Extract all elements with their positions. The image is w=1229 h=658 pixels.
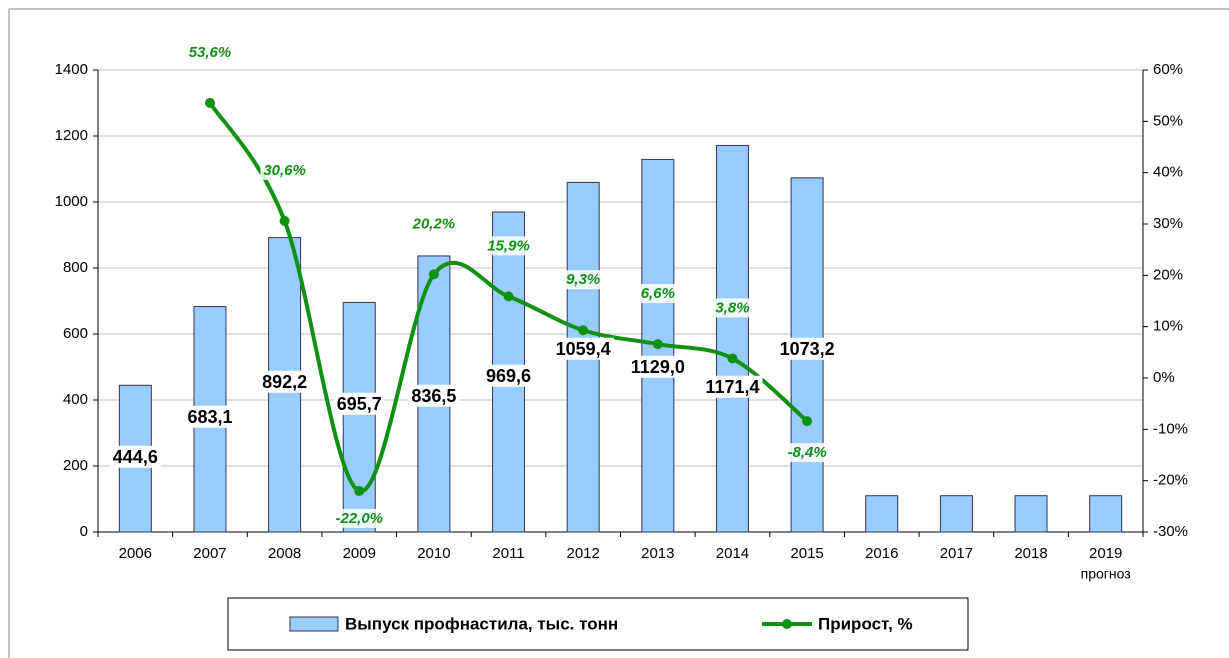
line-value-label: 30,6% xyxy=(263,162,306,179)
forecast-label: прогноз xyxy=(1081,566,1131,582)
bar-value-label-bg xyxy=(776,337,838,360)
bar-value-label: 892,2 xyxy=(262,372,307,392)
y-tick-label: 0 xyxy=(80,523,88,540)
y-tick-label: 400 xyxy=(63,391,88,408)
bar xyxy=(1089,495,1123,533)
bar-value-label: 695,7 xyxy=(337,394,382,414)
bar-value-label-bg xyxy=(552,337,614,360)
line-value-label-bg xyxy=(408,214,459,234)
line-point xyxy=(652,339,663,350)
line-point xyxy=(578,325,589,336)
bar xyxy=(342,301,376,533)
line-point xyxy=(354,485,365,496)
y-tick-label: 200 xyxy=(63,457,88,474)
y-tick-label: 800 xyxy=(63,259,88,276)
x-tick-label: 2013 xyxy=(641,545,674,562)
y-tick-label: 1200 xyxy=(55,127,88,144)
line-value-label: -22,0% xyxy=(335,510,383,527)
line-value-label: 15,9% xyxy=(487,237,530,254)
y2-tick-label: -20% xyxy=(1153,472,1188,489)
x-tick-label: 2015 xyxy=(790,545,823,562)
y-tick-label: 1000 xyxy=(55,193,88,210)
x-tick-label: 2017 xyxy=(940,545,973,562)
legend-box xyxy=(227,597,969,651)
bar-value-label: 969,6 xyxy=(486,366,531,386)
y2-tick-label: 30% xyxy=(1153,215,1183,232)
bar-value-label-bg xyxy=(408,384,460,407)
line-value-label: -8,4% xyxy=(788,444,827,461)
x-tick-label: 2014 xyxy=(716,545,749,562)
legend-point xyxy=(782,619,792,629)
y-tick-label: 600 xyxy=(63,325,88,342)
line-value-label-bg xyxy=(185,42,235,62)
bar-value-label: 836,5 xyxy=(411,386,456,406)
y-tick-label: 1400 xyxy=(55,61,88,78)
y2-tick-label: 20% xyxy=(1153,266,1183,283)
x-tick-label: 2012 xyxy=(566,545,599,562)
x-tick-label: 2010 xyxy=(417,545,450,562)
x-tick-label: 2011 xyxy=(492,545,524,562)
bar-value-label: 1129,0 xyxy=(631,357,685,377)
bar xyxy=(939,495,973,533)
frame xyxy=(8,8,1229,658)
line-value-label-bg xyxy=(260,160,309,180)
x-tick-label: 2008 xyxy=(268,545,301,562)
x-tick-label: 2016 xyxy=(865,545,898,562)
y2-tick-label: 10% xyxy=(1153,318,1183,335)
line-value-label: 9,3% xyxy=(566,271,600,288)
x-tick-label: 2018 xyxy=(1014,545,1047,562)
y2-tick-label: -10% xyxy=(1153,420,1188,437)
line-value-label-bg xyxy=(637,284,678,304)
x-tick-label: 2009 xyxy=(343,545,376,562)
legend-label: Выпуск профнастила, тыс. тонн xyxy=(345,614,618,633)
bar-value-label: 683,1 xyxy=(187,407,232,427)
bar-value-label-bg xyxy=(109,445,161,468)
x-tick-label: 2006 xyxy=(119,545,152,562)
line-value-label-bg xyxy=(784,443,830,463)
y2-tick-label: 60% xyxy=(1153,61,1183,78)
y2-tick-label: 50% xyxy=(1153,112,1183,129)
bar-value-label-bg xyxy=(259,370,311,393)
bar-value-label: 1073,2 xyxy=(780,339,835,359)
y2-tick-label: 40% xyxy=(1153,164,1183,181)
x-tick-label: 2007 xyxy=(193,545,226,562)
line-point xyxy=(727,353,738,364)
y2-tick-label: 0% xyxy=(1153,369,1175,386)
line-value-label-bg xyxy=(332,508,387,528)
line-point xyxy=(204,97,215,108)
line-value-label: 53,6% xyxy=(189,44,232,61)
bar xyxy=(865,495,899,533)
bar xyxy=(715,144,749,533)
line-value-label-bg xyxy=(563,270,604,290)
bar-value-label: 1059,4 xyxy=(556,339,611,359)
bar-value-label-bg xyxy=(627,355,688,378)
bar-value-label-bg xyxy=(483,364,535,387)
legend-label: Прирост, % xyxy=(818,614,913,633)
bar-value-label-bg xyxy=(333,392,385,415)
y2-tick-label: -30% xyxy=(1153,523,1188,540)
line-point xyxy=(802,416,813,427)
bar-value-label-bg xyxy=(702,375,763,398)
bar-value-label-bg xyxy=(184,405,236,428)
x-tick-label: 2019 xyxy=(1089,545,1122,562)
bar xyxy=(1014,495,1048,533)
line-value-label: 6,6% xyxy=(641,285,675,302)
line-value-label-bg xyxy=(712,298,753,318)
line-point xyxy=(279,215,290,226)
legend-swatch xyxy=(289,616,339,632)
line-value-label: 3,8% xyxy=(715,299,749,316)
line-value-label-bg xyxy=(484,236,533,256)
line-point xyxy=(428,269,439,280)
line-value-label: 20,2% xyxy=(412,215,456,232)
bar-value-label: 444,6 xyxy=(113,447,158,467)
line-point xyxy=(503,291,514,302)
line xyxy=(208,101,809,493)
bar-value-label: 1171,4 xyxy=(705,377,759,397)
